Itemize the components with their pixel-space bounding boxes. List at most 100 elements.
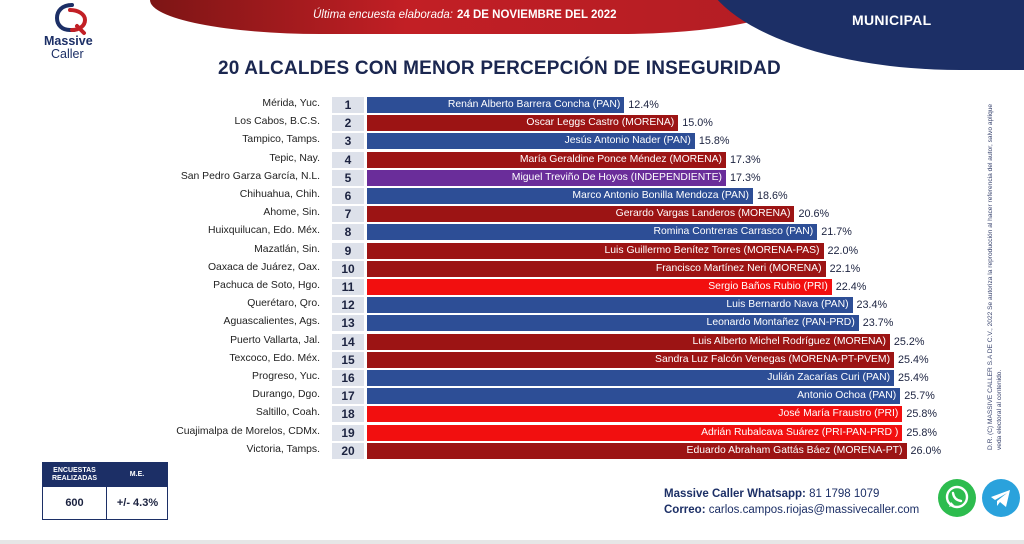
- candidate-label: Luis Alberto Michel Rodríguez (MORENA): [692, 335, 886, 347]
- candidate-label: Marco Antonio Bonilla Mendoza (PAN): [572, 190, 749, 201]
- city-label: Puerto Vallarta, Jal.: [230, 334, 320, 346]
- candidate-label: Leonardo Montañez (PAN-PRD): [706, 317, 855, 329]
- rank-badge: 2: [332, 115, 364, 132]
- candidate-label: Jesús Antonio Nader (PAN): [564, 135, 691, 147]
- email-line: Correo: carlos.campos.riojas@massivecall…: [664, 504, 919, 520]
- value-label: 21.7%: [821, 226, 852, 239]
- value-label: 23.4%: [856, 299, 888, 312]
- chart-row: Querétaro, Qro. 12 Luis Bernardo Nava (PAN…: [0, 297, 1024, 314]
- rank-badge: 13: [332, 315, 364, 332]
- rank-badge: 8: [332, 224, 364, 241]
- logo-text-massive: Massive: [44, 34, 93, 48]
- whatsapp-label: Massive Caller Whatsapp:: [664, 488, 806, 500]
- chart-row: Chihuahua, Chih. 6 Marco Antonio Bonilla M…: [0, 188, 1024, 204]
- whatsapp-icon[interactable]: [938, 479, 976, 517]
- city-label: Oaxaca de Juárez, Oax.: [207, 261, 320, 273]
- chart-row: Mérida, Yuc. 1 Renán Alberto Barrera Conch…: [0, 97, 1024, 113]
- chart-title: 20 ALCALDES CON MENOR PERCEPCIÓN DE INSE…: [218, 58, 781, 79]
- rank-badge: 3: [332, 133, 364, 150]
- rank-badge: 12: [332, 297, 364, 314]
- telegram-glyph: [991, 490, 1010, 507]
- value-label: 18.6%: [756, 190, 788, 202]
- city-label: Progreso, Yuc.: [252, 371, 320, 382]
- bar: [367, 442, 907, 459]
- candidate-label: Renán Alberto Barrera Concha (PAN): [447, 99, 621, 110]
- telegram-icon[interactable]: [982, 479, 1020, 517]
- value-label: 15.8%: [698, 135, 730, 148]
- massive-caller-logo: Massive Caller: [40, 2, 110, 62]
- bar: [367, 406, 903, 423]
- bar: [367, 370, 895, 386]
- city-label: Victoria, Tamps.: [246, 443, 320, 455]
- value-label: 20.6%: [798, 208, 830, 221]
- disclaimer-text: D.R. (C) MASSIVE CALLER S.A DE C.V., 202…: [987, 103, 1003, 450]
- logo-icon: [54, 3, 88, 35]
- city-label: Querétaro, Qro.: [247, 298, 320, 310]
- chart-row: Huixquilucan, Edo. Méx. 8 Romina Contreras…: [0, 224, 1024, 241]
- margin-error-value: +/- 4.3%: [106, 487, 168, 520]
- bar: [367, 388, 901, 405]
- chart-row: Aguascalientes, Ags. 13 Leonardo Montañez …: [0, 315, 1024, 332]
- city-label: Los Cabos, B.C.S.: [234, 116, 320, 128]
- rank-badge: 11: [332, 279, 364, 295]
- candidate-label: Gerardo Vargas Landeros (MORENA): [615, 208, 791, 220]
- whatsapp-glyph: [945, 485, 969, 509]
- bar: [367, 206, 795, 223]
- candidate-label: Romina Contreras Carrasco (PAN): [653, 226, 814, 238]
- value-label: 12.4%: [628, 99, 659, 111]
- value-label: 25.7%: [904, 390, 935, 403]
- survey-date: 24 DE NOVIEMBRE DEL 2022: [457, 9, 617, 21]
- bar: [367, 151, 726, 168]
- rank-badge: 17: [332, 388, 364, 405]
- bar: [367, 188, 753, 204]
- chart-row: Tepic, Nay. 4 María Geraldine Ponce Méndez…: [0, 151, 1024, 168]
- rank-badge: 1: [332, 97, 364, 113]
- survey-stats-table: ENCUESTAS REALIZADAS M.E. 600 +/- 4.3%: [42, 462, 168, 520]
- candidate-label: María Geraldine Ponce Méndez (MORENA): [519, 153, 722, 165]
- city-label: Mazatlán, Sin.: [254, 243, 320, 255]
- surveys-header: ENCUESTAS REALIZADAS: [43, 463, 106, 487]
- rank-badge: 19: [332, 424, 364, 441]
- value-label: 17.3%: [729, 153, 761, 166]
- candidate-label: Francisco Martínez Neri (MORENA): [655, 262, 822, 274]
- city-label: Mérida, Yuc.: [262, 98, 320, 109]
- city-label: Pachuca de Soto, Hgo.: [213, 280, 320, 291]
- contact-info: Massive Caller Whatsapp: 81 1798 1079 Co…: [664, 488, 919, 520]
- bar: [367, 315, 859, 332]
- whatsapp-number[interactable]: 81 1798 1079: [809, 488, 880, 500]
- chart-row: Los Cabos, B.C.S. 2 Oscar Leggs Castro (MO…: [0, 115, 1024, 132]
- candidate-label: Adrián Rubalcava Suárez (PRI-PAN-PRD ): [701, 426, 899, 438]
- chart-row: Mazatlán, Sin. 9 Luis Guillermo Benítez To…: [0, 242, 1024, 259]
- city-label: Saltillo, Coah.: [255, 407, 320, 419]
- chart-row: Cuajimalpa de Morelos, CDMx. 19 Adrián Rub…: [0, 424, 1024, 441]
- city-label: Aguascalientes, Ags.: [223, 316, 320, 328]
- survey-date-line: Última encuesta elaborada: 24 DE NOVIEMBR…: [313, 9, 617, 21]
- city-label: Tampico, Tamps.: [242, 134, 320, 146]
- city-label: Tepic, Nay.: [269, 152, 320, 164]
- rank-badge: 4: [332, 151, 364, 168]
- candidate-label: Oscar Leggs Castro (MORENA): [526, 117, 675, 129]
- surveys-value: 600: [65, 497, 84, 509]
- chart-row: Pachuca de Soto, Hgo. 11 Sergio Baños Rubi…: [0, 279, 1024, 295]
- rank-badge: 14: [332, 333, 364, 350]
- rank-badge: 20: [332, 442, 364, 459]
- email-address[interactable]: carlos.campos.riojas@massivecaller.com: [708, 504, 920, 516]
- chart-row: Oaxaca de Juárez, Oax. 10 Francisco Martín…: [0, 260, 1024, 277]
- city-label: Huixquilucan, Edo. Méx.: [207, 225, 320, 237]
- city-label: San Pedro Garza García, N.L.: [180, 170, 320, 182]
- value-label: 25.2%: [893, 335, 925, 348]
- value-label: 26.0%: [910, 444, 942, 457]
- rank-badge: 9: [332, 242, 364, 259]
- chart-row: Progreso, Yuc. 16 Julián Zacarías Curi (PA…: [0, 370, 1024, 386]
- bar: [367, 424, 903, 441]
- logo-text-caller: Caller: [51, 47, 84, 61]
- bar: [367, 115, 679, 132]
- bar: [367, 97, 625, 113]
- value-label: 22.0%: [827, 244, 859, 257]
- value-label: 15.0%: [682, 117, 713, 130]
- city-label: Ahome, Sin.: [263, 207, 320, 219]
- value-label: 25.4%: [898, 372, 929, 384]
- candidate-label: Luis Guillermo Benítez Torres (MORENA-PA…: [604, 244, 820, 256]
- bar: [367, 260, 826, 277]
- city-label: Durango, Dgo.: [252, 389, 320, 401]
